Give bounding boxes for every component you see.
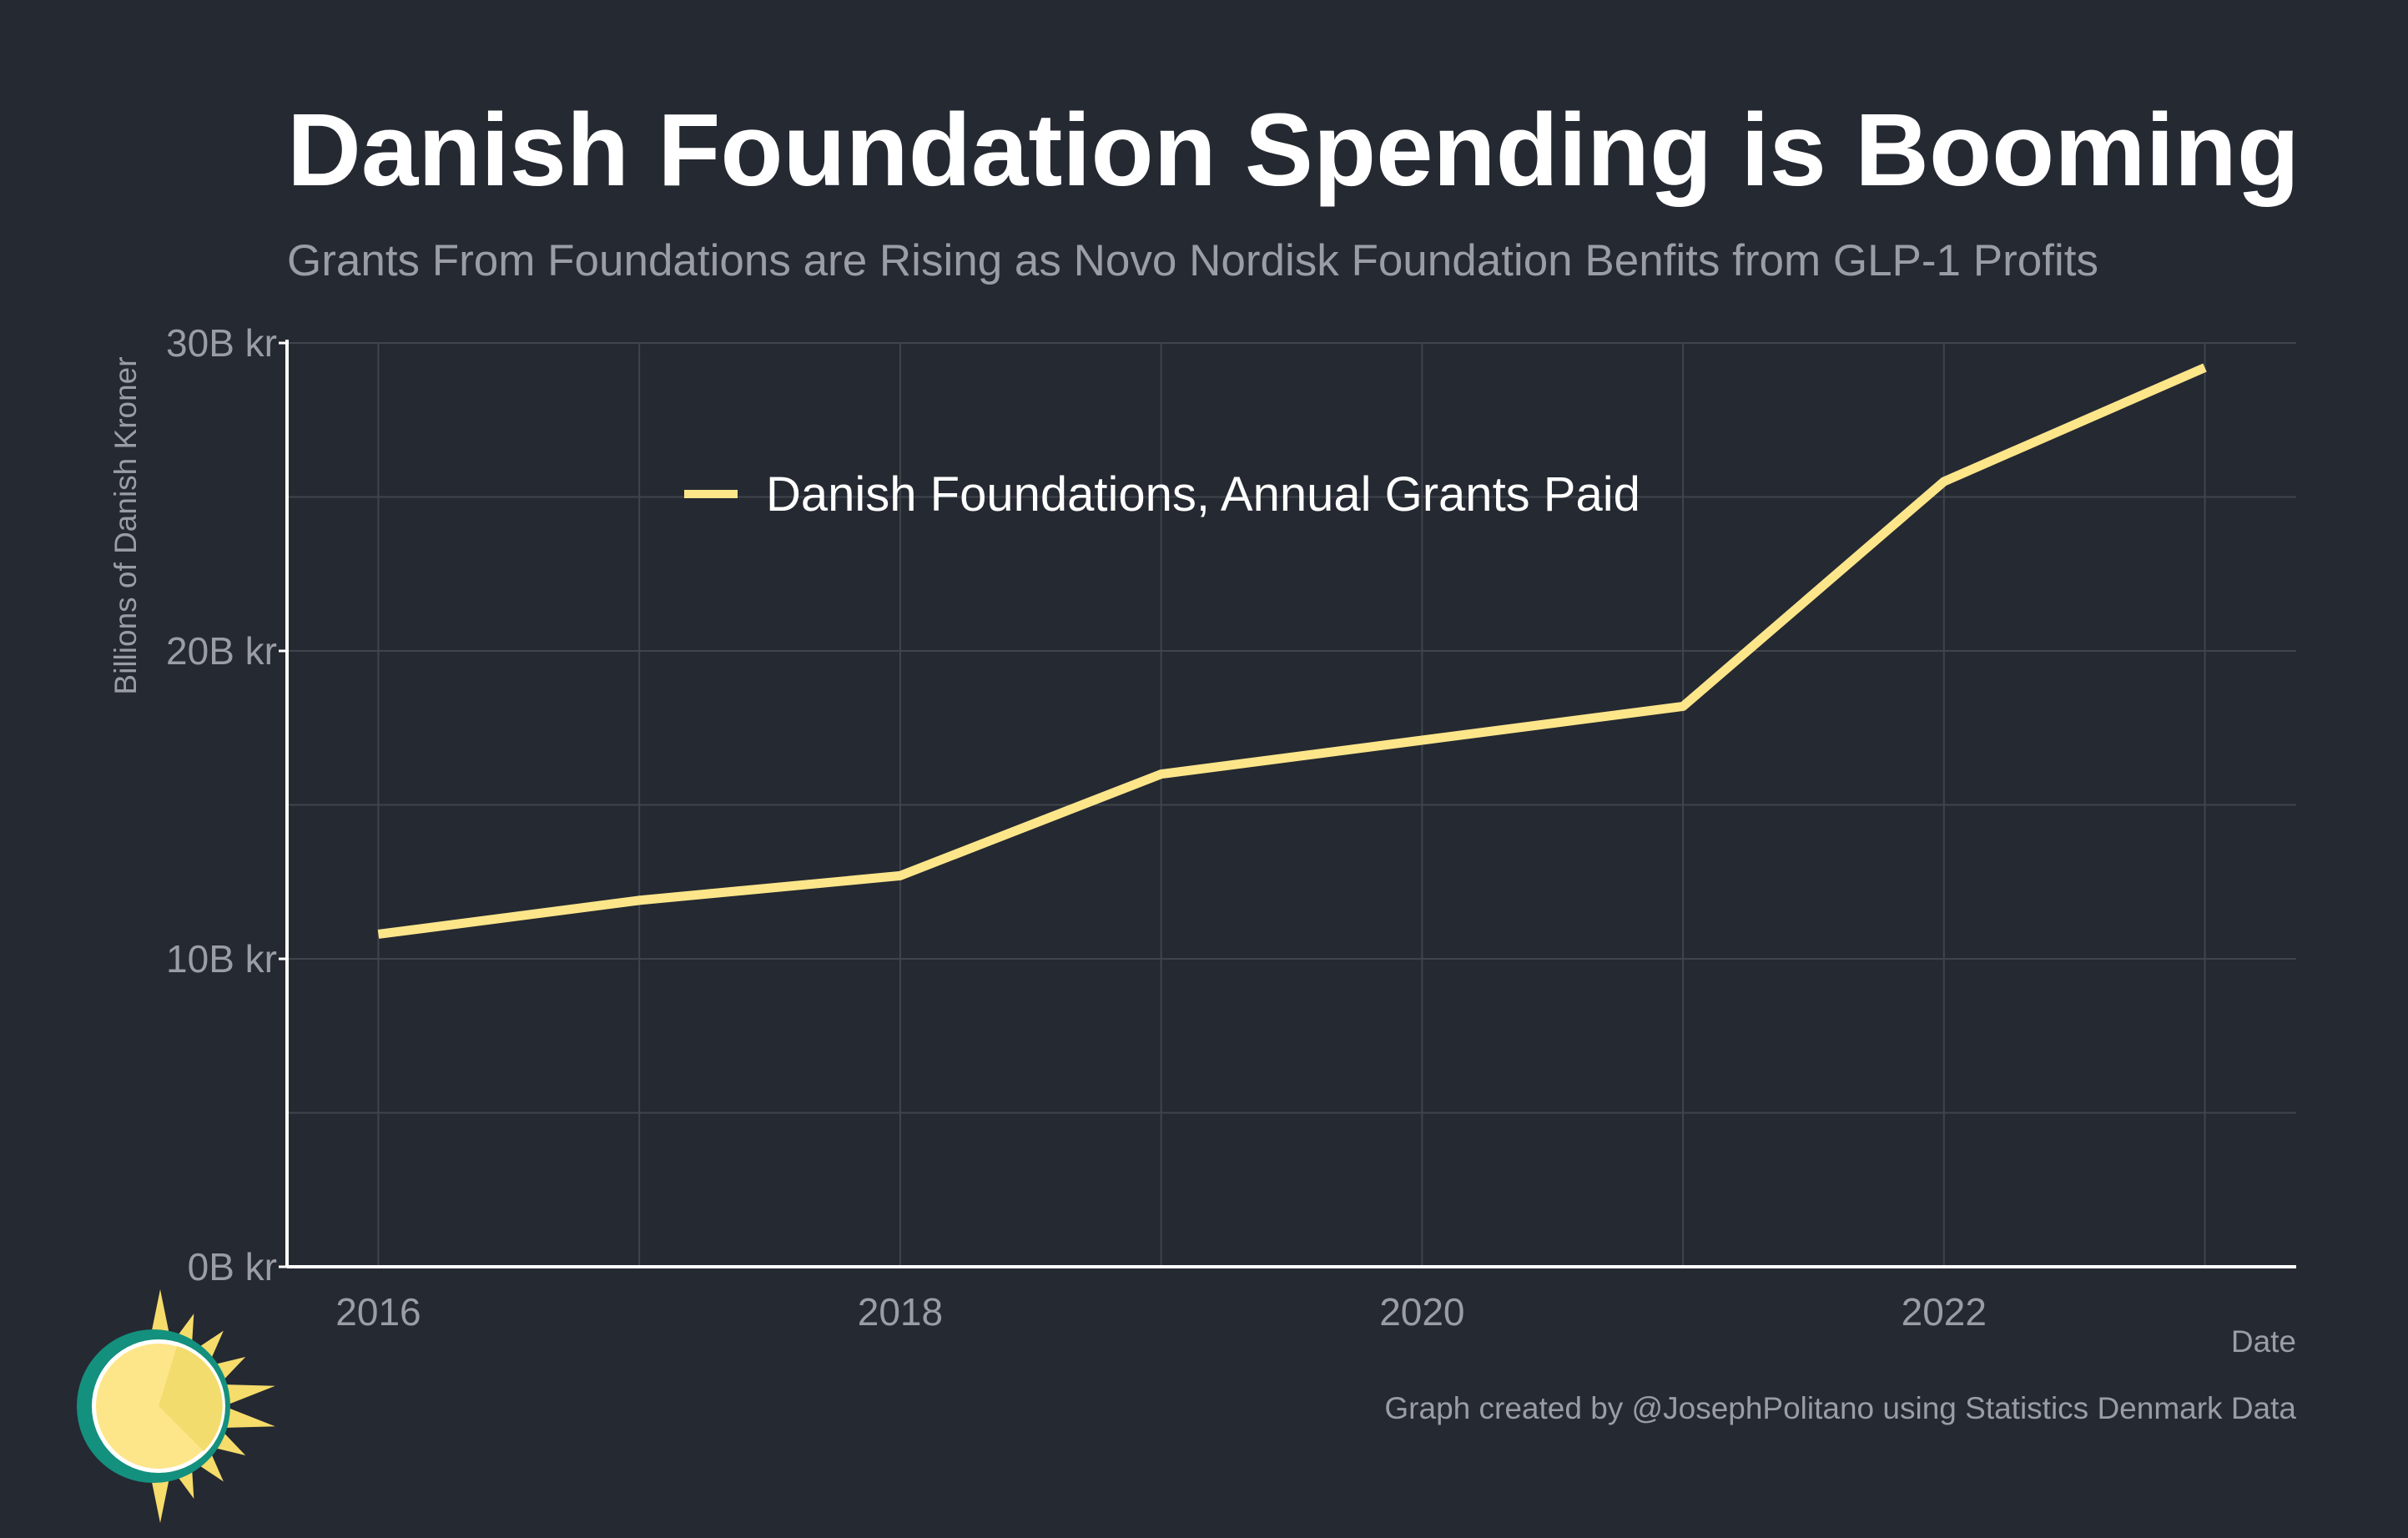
y-tick-label: 30B kr <box>166 321 277 365</box>
x-tick-label: 2022 <box>1902 1290 1987 1334</box>
grid <box>287 342 2296 1267</box>
x-axis-title: Date <box>2231 1324 2296 1359</box>
chart-subtitle: Grants From Foundations are Rising as No… <box>287 236 2098 285</box>
legend: Danish Foundations, Annual Grants Paid <box>684 467 1640 522</box>
sun-shade <box>159 1346 223 1451</box>
tick-labels: 30B kr 20B kr 10B kr 0B kr 2016 2018 2020 2022 <box>166 321 1987 1334</box>
axes <box>279 340 2296 1268</box>
sun-icon <box>77 1289 275 1523</box>
y-axis-title: Billions of Danish Kroner <box>108 356 143 694</box>
x-tick-label: 2018 <box>858 1290 943 1334</box>
chart-caption: Graph created by @JosephPolitano using S… <box>1384 1391 2296 1425</box>
x-tick-label: 2020 <box>1379 1290 1464 1334</box>
series <box>377 363 2207 939</box>
legend-label: Danish Foundations, Annual Grants Paid <box>766 467 1640 522</box>
y-tick-label: 20B kr <box>166 629 277 673</box>
series-line <box>377 363 2207 939</box>
chart-title: Danish Foundation Spending is Booming <box>287 93 2300 208</box>
y-tick-label: 0B kr <box>188 1245 277 1288</box>
x-tick-label: 2016 <box>335 1290 421 1334</box>
y-tick-label: 10B kr <box>166 937 277 981</box>
